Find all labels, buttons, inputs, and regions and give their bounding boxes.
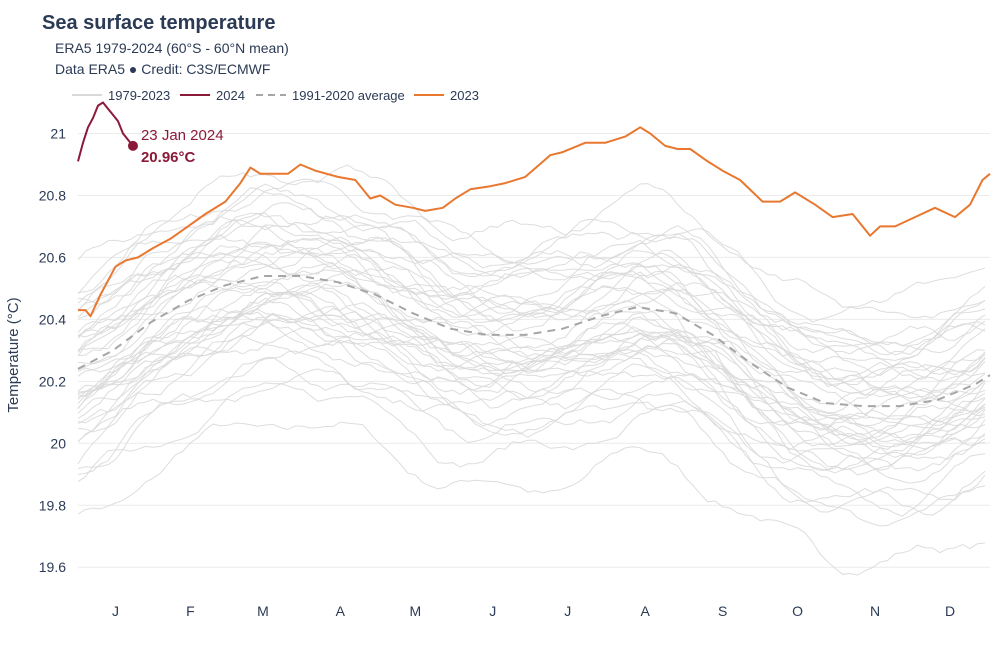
legend-label: 2023 [450,88,479,103]
annotation: 23 Jan 2024 20.96°C [127,127,224,166]
history-line [77,281,986,440]
history-line [77,214,986,355]
history-line [77,313,986,472]
x-tick-label: M [257,603,269,619]
history-lines [77,164,986,576]
x-tick-label: A [641,603,651,619]
series-line-2023 [78,126,991,318]
chart-title: Sea surface temperature [42,12,276,34]
history-line [77,262,986,414]
y-tick-label: 20.2 [39,373,66,389]
y-tick-label: 21 [50,125,66,141]
history-line [77,241,986,398]
series-lines [77,101,991,408]
history-line [77,356,986,517]
x-tick-label: D [945,603,955,619]
x-tick-label: N [870,603,880,619]
chart-credit: Data ERA5 ● Credit: C3S/ECMWF [55,61,271,77]
x-tick-label: M [409,603,421,619]
legend: 1979-2023 2024 1991-2020 average 2023 [72,88,479,103]
history-line [77,382,986,527]
history-line [77,302,986,446]
history-line [77,312,986,456]
x-tick-label: J [489,603,496,619]
y-tick-label: 20.8 [39,187,66,203]
annotation-value: 20.96°C [141,149,196,166]
y-axis-label: Temperature (°C) [5,297,22,412]
history-line [77,221,986,379]
legend-label: 1979-2023 [108,88,170,103]
history-line [77,334,986,476]
legend-label: 2024 [216,88,245,103]
y-tick-label: 19.8 [39,497,66,513]
history-line [77,238,986,382]
chart-subtitle: ERA5 1979-2024 (60°S - 60°N mean) [55,40,289,56]
x-tick-label: O [792,603,803,619]
series-line-2024 [77,101,134,162]
history-line [77,350,986,516]
grid [78,132,990,568]
history-line [77,285,986,447]
history-line [77,320,986,484]
history-line [77,263,986,420]
history-line [77,202,986,354]
history-line [77,180,986,323]
history-line [77,326,986,474]
x-tick-label: J [564,603,571,619]
history-line [77,311,986,471]
history-line [77,368,986,513]
y-tick-label: 20 [50,435,66,451]
history-line [77,236,986,388]
history-line [77,212,986,356]
history-line [77,290,986,431]
history-line [77,212,986,362]
history-line [77,311,986,447]
x-tick-label: A [336,603,346,619]
history-line [77,421,986,576]
history-line [77,164,986,308]
y-tick-label: 19.6 [39,559,66,575]
x-tick-label: J [112,603,119,619]
axes: 19.6 19.8 20 20.2 20.4 20.6 20.8 21 J F M A M J J A S O N D… [5,125,955,619]
history-line [77,187,986,347]
x-tick-label: F [186,603,195,619]
annotation-date: 23 Jan 2024 [141,127,224,144]
y-tick-label: 20.6 [39,249,66,265]
legend-label: 1991-2020 average [292,88,405,103]
latest-point-marker [127,140,138,151]
y-tick-label: 20.4 [39,311,66,327]
series-line-1991-2020-average [77,275,991,408]
history-line [77,243,986,399]
x-tick-label: S [718,603,727,619]
